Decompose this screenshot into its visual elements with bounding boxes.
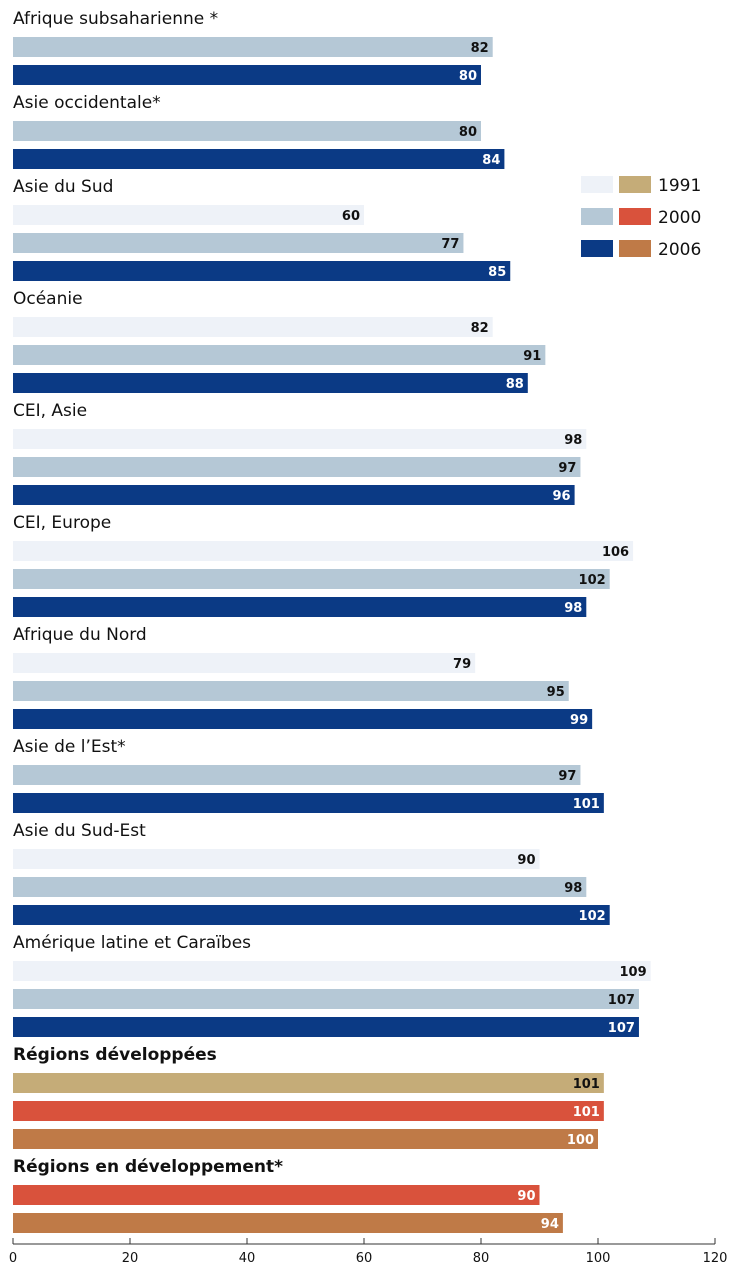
bar-value-label: 107 [608,993,635,1008]
bar [13,345,546,365]
bar-value-label: 90 [517,1189,535,1204]
bar [13,961,651,981]
bar [13,121,481,141]
bar [13,65,481,85]
group-label: Océanie [13,289,83,309]
bar [13,485,575,505]
bar-value-label: 79 [453,657,471,672]
group-label: Régions en développement* [13,1157,283,1177]
legend-swatch [581,176,613,193]
bar [13,709,593,729]
bar-value-label: 95 [547,685,565,700]
bar [13,989,639,1009]
bar [13,1017,639,1037]
legend-label: 2006 [658,240,701,260]
bar [13,317,493,337]
bar [13,205,364,225]
bar [13,429,587,449]
group-label: Asie du Sud-Est [13,821,146,841]
x-tick-label: 20 [122,1251,139,1266]
legend: 1991 2000 2006 [581,176,701,260]
group-label: CEI, Asie [13,401,87,421]
bar [13,541,634,561]
bar [13,233,464,253]
bar-value-label: 102 [579,909,606,924]
group-label: Asie occidentale* [13,93,161,113]
legend-swatch [581,240,613,257]
bar [13,373,528,393]
bar [13,597,587,617]
bar-value-label: 97 [558,461,576,476]
bar-value-label: 94 [541,1217,559,1232]
bar [13,849,540,869]
bar [13,569,610,589]
bar-value-label: 101 [573,1105,600,1120]
legend-swatch [619,176,651,193]
x-tick-label: 60 [356,1251,373,1266]
bar [13,1101,604,1121]
bar [13,877,587,897]
x-tick-label: 80 [473,1251,490,1266]
bar [13,653,476,673]
bar [13,149,505,169]
bar [13,793,604,813]
bar [13,37,493,57]
bar-value-label: 102 [579,573,606,588]
legend-label: 1991 [658,176,701,196]
legend-swatch [581,208,613,225]
legend-label: 2000 [658,208,701,228]
bar-value-label: 100 [567,1133,594,1148]
bar [13,1073,604,1093]
bar-value-label: 101 [573,797,600,812]
bar-value-label: 96 [553,489,571,504]
x-tick-label: 100 [586,1251,611,1266]
group-label: Asie de l’Est* [13,737,126,757]
bar [13,457,581,477]
bar-value-label: 97 [558,769,576,784]
bar [13,681,569,701]
bar-value-label: 98 [564,433,582,448]
bar-value-label: 77 [441,237,459,252]
bar-value-label: 107 [608,1021,635,1036]
bar-value-label: 101 [573,1077,600,1092]
bar-value-label: 60 [342,209,360,224]
bar-value-label: 85 [488,265,506,280]
group-label: Asie du Sud [13,177,113,197]
group-label: Afrique du Nord [13,625,147,645]
bar-value-label: 82 [471,321,489,336]
bar-value-label: 84 [482,153,500,168]
bar-value-label: 98 [564,881,582,896]
bar [13,261,511,281]
bar-value-label: 98 [564,601,582,616]
bar-value-label: 82 [471,41,489,56]
bar-value-label: 109 [620,965,647,980]
bar [13,765,581,785]
bar-value-label: 106 [602,545,629,560]
legend-swatch [619,240,651,257]
bar-value-label: 80 [459,69,477,84]
x-tick-label: 0 [9,1251,17,1266]
bar-value-label: 88 [506,377,524,392]
bar [13,905,610,925]
bar [13,1213,563,1233]
group-label: CEI, Europe [13,513,111,533]
group-label: Amérique latine et Caraïbes [13,933,251,953]
x-tick-label: 40 [239,1251,256,1266]
group-label: Régions développées [13,1045,217,1065]
bar-value-label: 80 [459,125,477,140]
bar-value-label: 91 [523,349,541,364]
group-label: Afrique subsaharienne * [13,9,218,29]
x-axis: 0 20 40 60 80 100 120 [9,1238,728,1266]
bar [13,1129,598,1149]
plot-area: Afrique subsaharienne * 82 80 Asie occident… [13,9,651,1233]
legend-swatch [619,208,651,225]
bar [13,1185,540,1205]
bar-value-label: 90 [517,853,535,868]
bar-value-label: 99 [570,713,588,728]
x-tick-label: 120 [703,1251,728,1266]
